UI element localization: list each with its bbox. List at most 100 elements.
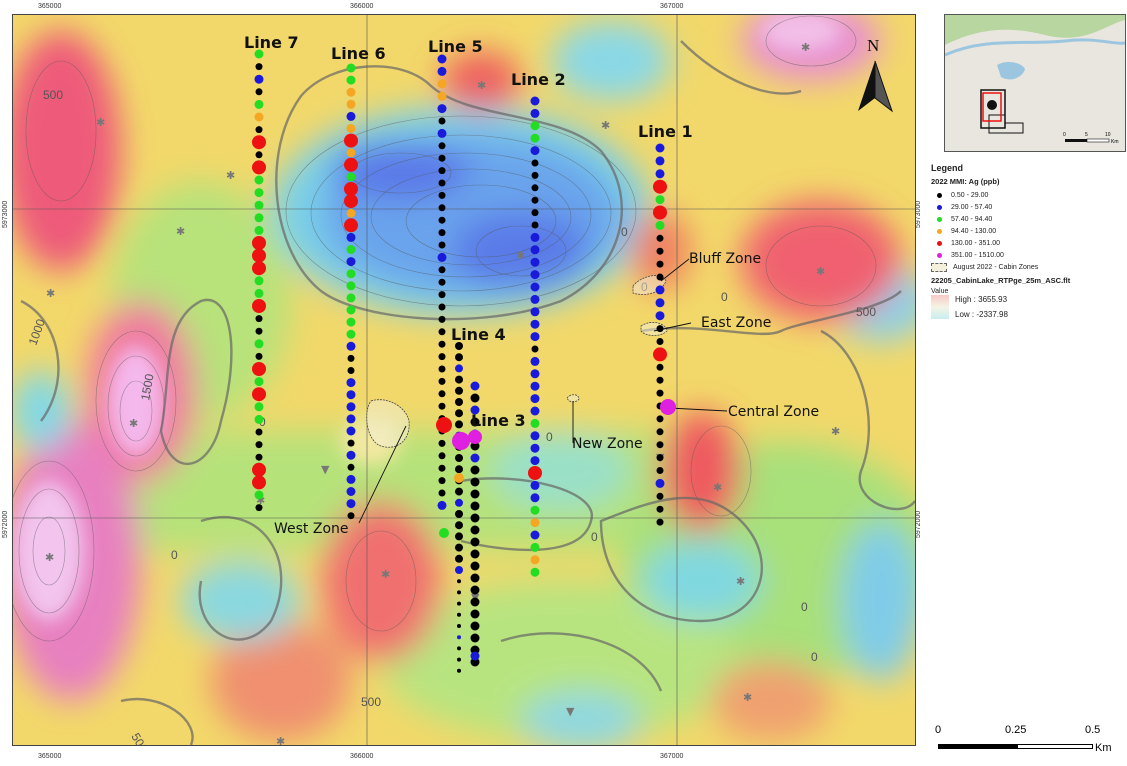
sample-point[interactable] (530, 493, 540, 503)
sample-point[interactable] (455, 420, 463, 429)
sample-point[interactable] (438, 266, 446, 274)
sample-point[interactable] (346, 450, 356, 460)
sample-point[interactable] (346, 172, 356, 182)
sample-point[interactable] (254, 339, 264, 349)
sample-point[interactable] (656, 441, 664, 449)
sample-point[interactable] (531, 184, 539, 192)
sample-point[interactable] (457, 624, 461, 628)
sample-point[interactable] (655, 298, 665, 308)
sample-point[interactable] (438, 365, 446, 373)
sample-point[interactable] (470, 597, 480, 607)
map-panel[interactable]: 500 1000 1500 500 0 0 0 0 500 0 0 500 0 … (12, 14, 916, 746)
sample-point[interactable] (531, 159, 539, 167)
sample-point[interactable] (252, 462, 266, 477)
sample-point[interactable] (346, 269, 356, 279)
sample-point[interactable] (455, 487, 463, 496)
sample-point[interactable] (252, 160, 266, 175)
sample-point[interactable] (255, 88, 263, 96)
sample-point[interactable] (346, 474, 356, 484)
sample-point[interactable] (455, 521, 463, 530)
sample-point[interactable] (346, 63, 356, 73)
sample-point[interactable] (660, 399, 676, 415)
sample-point[interactable] (470, 417, 480, 427)
sample-point[interactable] (455, 342, 463, 350)
sample-point[interactable] (470, 651, 480, 661)
sample-point[interactable] (530, 146, 540, 156)
sample-point[interactable] (455, 554, 463, 563)
sample-point[interactable] (530, 518, 540, 528)
sample-point[interactable] (530, 381, 540, 391)
sample-point[interactable] (455, 532, 463, 541)
sample-point[interactable] (457, 601, 461, 606)
sample-point[interactable] (655, 311, 665, 321)
sample-point[interactable] (656, 234, 664, 242)
sample-point[interactable] (653, 347, 667, 362)
sample-point[interactable] (656, 454, 664, 462)
sample-point[interactable] (530, 443, 540, 453)
inset-locator-map[interactable]: 0 5 10 Km (944, 14, 1126, 152)
sample-point[interactable] (438, 142, 446, 150)
sample-point[interactable] (254, 288, 264, 298)
sample-point[interactable] (470, 609, 480, 619)
sample-point[interactable] (530, 245, 540, 255)
sample-point[interactable] (530, 456, 540, 466)
sample-point[interactable] (255, 504, 263, 512)
sample-point[interactable] (530, 307, 540, 317)
sample-point[interactable] (438, 402, 446, 410)
sample-point[interactable] (346, 111, 356, 121)
sample-point[interactable] (255, 126, 263, 134)
sample-point[interactable] (346, 232, 356, 242)
sample-point[interactable] (438, 315, 446, 323)
sample-point[interactable] (255, 441, 263, 449)
sample-point[interactable] (655, 143, 665, 153)
sample-point[interactable] (346, 487, 356, 496)
sample-point[interactable] (254, 402, 264, 412)
sample-point[interactable] (252, 135, 266, 150)
sample-point[interactable] (346, 317, 356, 327)
sample-point[interactable] (530, 369, 540, 379)
sample-point[interactable] (254, 112, 264, 122)
sample-point[interactable] (254, 74, 264, 84)
sample-point[interactable] (655, 285, 665, 295)
sample-point[interactable] (438, 489, 446, 497)
sample-point[interactable] (252, 475, 266, 490)
sample-point[interactable] (656, 389, 664, 397)
sample-point[interactable] (656, 467, 664, 474)
magnetic-map[interactable]: 500 1000 1500 500 0 0 0 0 500 0 0 500 0 … (13, 15, 915, 745)
sample-point[interactable] (530, 542, 540, 552)
sample-point[interactable] (254, 414, 264, 424)
sample-point[interactable] (470, 549, 480, 559)
sample-point[interactable] (530, 96, 540, 106)
sample-point[interactable] (470, 465, 480, 475)
sample-point[interactable] (252, 299, 266, 313)
sample-point[interactable] (254, 225, 264, 235)
sample-point[interactable] (347, 439, 355, 447)
sample-point[interactable] (437, 54, 447, 64)
sample-point[interactable] (530, 294, 540, 304)
sample-point[interactable] (254, 49, 264, 59)
sample-point[interactable] (438, 464, 446, 472)
sample-point[interactable] (346, 499, 356, 509)
sample-point[interactable] (347, 512, 355, 520)
sample-point[interactable] (531, 209, 539, 217)
sample-point[interactable] (438, 154, 446, 162)
sample-point[interactable] (470, 477, 480, 487)
sample-point[interactable] (438, 179, 446, 187)
sample-point[interactable] (438, 390, 446, 398)
sample-point[interactable] (438, 377, 446, 385)
sample-point[interactable] (530, 121, 540, 131)
sample-point[interactable] (656, 260, 664, 268)
sample-point[interactable] (470, 489, 480, 499)
sample-point[interactable] (656, 492, 664, 500)
sample-point[interactable] (252, 236, 266, 250)
sample-point[interactable] (531, 221, 539, 229)
sample-point[interactable] (653, 179, 667, 194)
sample-point[interactable] (470, 537, 480, 547)
central-zone-label[interactable]: Central Zone (728, 404, 819, 420)
sample-point[interactable] (438, 117, 446, 125)
sample-point[interactable] (346, 281, 356, 291)
sample-point[interactable] (455, 543, 463, 552)
sample-point[interactable] (455, 454, 463, 462)
sample-point[interactable] (530, 431, 540, 441)
sample-point[interactable] (346, 341, 356, 351)
